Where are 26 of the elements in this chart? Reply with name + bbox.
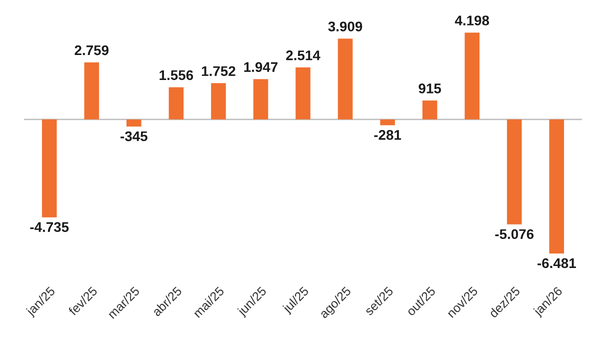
bar bbox=[168, 87, 184, 120]
bar bbox=[84, 62, 100, 120]
data-label: 2.514 bbox=[286, 50, 320, 60]
data-label: 1.556 bbox=[160, 70, 194, 80]
bar bbox=[126, 119, 142, 127]
data-label: -281 bbox=[374, 130, 402, 140]
bar bbox=[338, 38, 353, 120]
data-label: 1.752 bbox=[202, 66, 236, 76]
data-label: -6.481 bbox=[537, 258, 576, 268]
bar bbox=[464, 32, 480, 120]
data-label: 1.947 bbox=[244, 62, 278, 72]
data-label: 2.759 bbox=[74, 45, 108, 56]
bar bbox=[211, 83, 226, 120]
bar bbox=[42, 119, 57, 218]
bar bbox=[549, 119, 564, 254]
data-label: -345 bbox=[120, 131, 148, 142]
bar bbox=[253, 79, 268, 120]
data-label: 3.909 bbox=[328, 22, 362, 32]
bar bbox=[506, 119, 522, 224]
bar bbox=[422, 100, 438, 120]
data-label: 915 bbox=[418, 84, 442, 94]
data-label: 4.198 bbox=[454, 16, 490, 26]
bar bbox=[296, 67, 310, 120]
bar bbox=[380, 119, 395, 126]
data-label: -4.735 bbox=[30, 222, 69, 232]
data-label: -5.076 bbox=[495, 229, 534, 240]
